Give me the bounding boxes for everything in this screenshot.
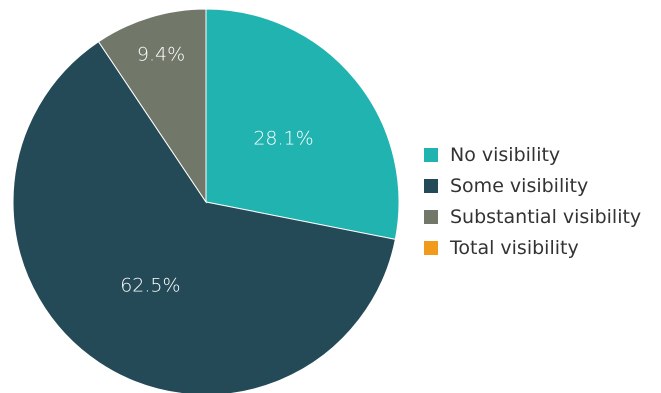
pie-slice-substantial-visibility — [97, 8, 207, 204]
pie-slice-some-visibility — [12, 41, 396, 393]
legend-item-substantial-visibility: Substantial visibility — [424, 201, 641, 232]
legend-swatch-no-visibility — [424, 147, 438, 162]
legend-label-some-visibility: Some visibility — [450, 174, 589, 197]
legend-label-substantial-visibility: Substantial visibility — [450, 205, 642, 228]
pie-label-some-visibility: 62.5% — [120, 275, 180, 297]
legend-label-total-visibility: Total visibility — [450, 236, 579, 259]
legend: No visibility Some visibility Substantia… — [424, 139, 641, 263]
legend-swatch-total-visibility — [424, 240, 438, 255]
pie-slice-no-visibility — [205, 8, 400, 240]
legend-item-some-visibility: Some visibility — [424, 170, 641, 201]
legend-label-no-visibility: No visibility — [450, 143, 561, 166]
legend-swatch-some-visibility — [424, 178, 438, 193]
pie-label-no-visibility: 28.1% — [253, 127, 313, 149]
legend-item-total-visibility: Total visibility — [424, 232, 641, 263]
legend-item-no-visibility: No visibility — [424, 139, 641, 170]
pie-label-substantial-visibility: 9.4% — [137, 43, 185, 65]
legend-swatch-substantial-visibility — [424, 209, 438, 224]
